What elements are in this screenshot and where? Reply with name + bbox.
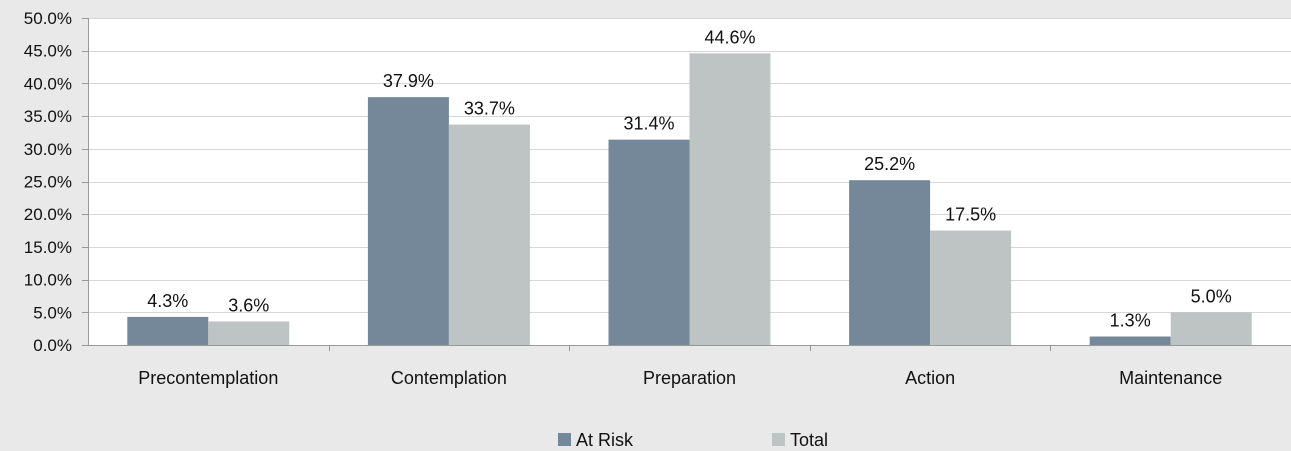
category-label: Contemplation xyxy=(391,368,507,388)
labels: 0.0% 5.0% 10.0% 15.0% 20.0% 25.0% 30.0% 35.0% 40… xyxy=(24,9,1232,388)
data-label: 33.7% xyxy=(464,99,515,119)
legend-swatch xyxy=(772,433,785,446)
bar xyxy=(1170,312,1252,345)
bar xyxy=(608,139,690,345)
bars xyxy=(127,53,1252,346)
y-tick-label: 10.0% xyxy=(24,271,72,290)
bar xyxy=(1089,336,1171,345)
category-label: Maintenance xyxy=(1119,368,1222,388)
data-label: 1.3% xyxy=(1110,310,1151,330)
legend-label: At Risk xyxy=(576,430,634,450)
y-tick-label: 5.0% xyxy=(33,303,72,322)
bar xyxy=(849,180,931,345)
bar xyxy=(127,316,209,345)
legend: At Risk Total xyxy=(558,430,828,450)
bar xyxy=(930,230,1012,345)
y-tick-label: 50.0% xyxy=(24,9,72,28)
data-label: 44.6% xyxy=(704,27,755,47)
y-tick-label: 15.0% xyxy=(24,238,72,257)
category-label: Preparation xyxy=(643,368,736,388)
y-tick-label: 40.0% xyxy=(24,74,72,93)
data-label: 5.0% xyxy=(1191,286,1232,306)
y-tick-label: 0.0% xyxy=(33,336,72,355)
y-tick-label: 35.0% xyxy=(24,107,72,126)
data-label: 17.5% xyxy=(945,205,996,225)
bar xyxy=(689,53,771,345)
y-tick-label: 45.0% xyxy=(24,42,72,61)
data-label: 4.3% xyxy=(147,291,188,311)
category-label: Precontemplation xyxy=(138,368,278,388)
data-label: 3.6% xyxy=(228,295,269,315)
bar xyxy=(367,97,449,345)
y-tick-label: 20.0% xyxy=(24,205,72,224)
category-label: Action xyxy=(905,368,955,388)
data-label: 37.9% xyxy=(383,71,434,91)
legend-label: Total xyxy=(790,430,828,450)
legend-swatch xyxy=(558,433,571,446)
data-label: 25.2% xyxy=(864,154,915,174)
bar xyxy=(208,321,290,345)
y-tick-label: 25.0% xyxy=(24,173,72,192)
y-tick-label: 30.0% xyxy=(24,140,72,159)
data-label: 31.4% xyxy=(623,114,674,134)
axes xyxy=(82,18,1291,351)
bar xyxy=(448,124,530,346)
